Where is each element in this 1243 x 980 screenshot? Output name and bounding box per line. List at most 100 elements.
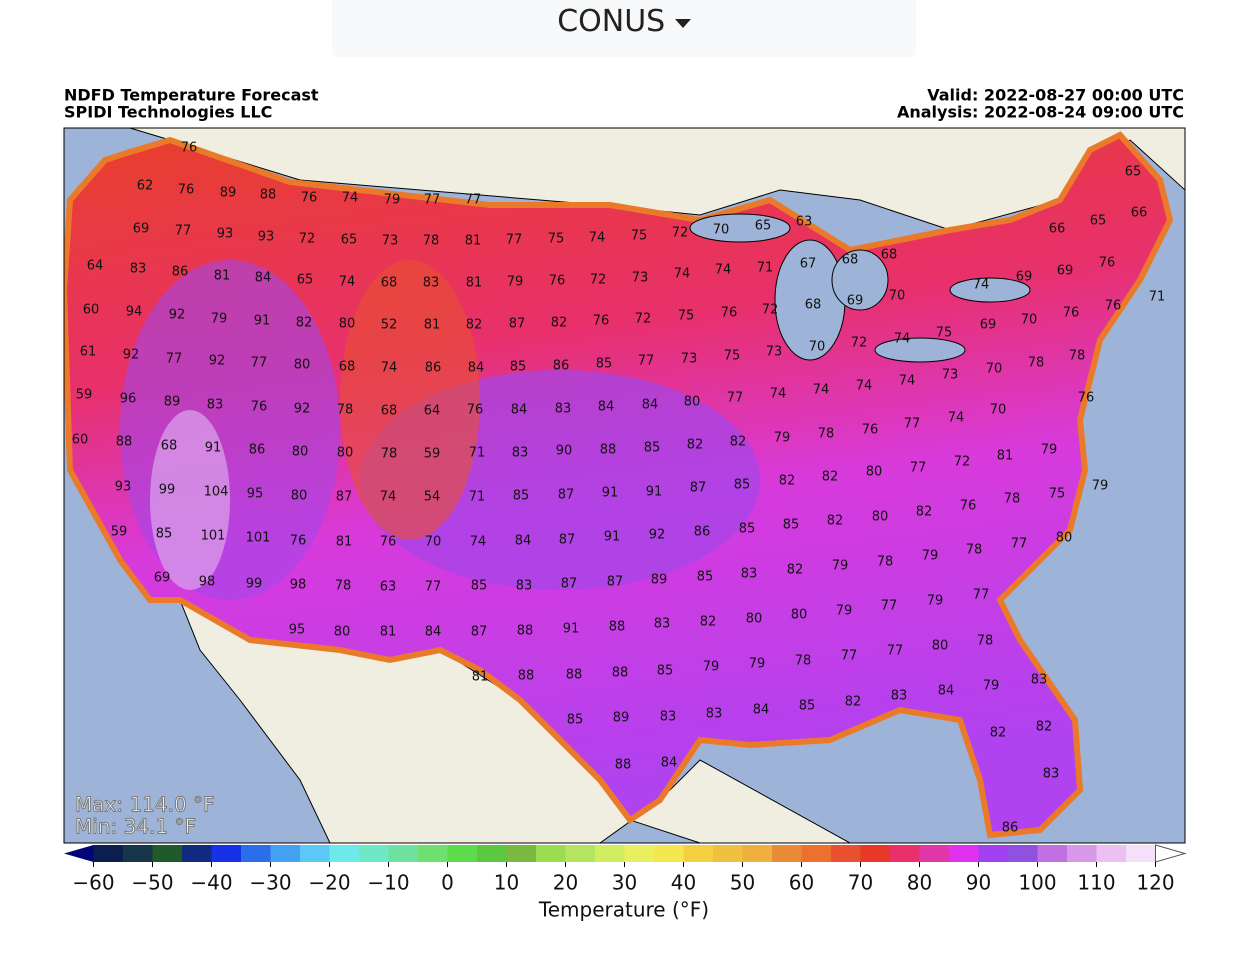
station-value: 79 [832,559,849,574]
station-value: 82 [1036,720,1053,735]
caret[interactable] [674,17,691,29]
station-value: 74 [674,267,691,282]
colorbar-bin [1037,845,1068,862]
station-value: 85 [657,664,674,679]
station-value: 69 [847,294,864,309]
station-value: 99 [159,483,176,498]
station-value: 76 [467,403,484,418]
extremes: Max: 114.0 °F Min: 34.1 °F [75,792,216,839]
station-value: 91 [602,486,619,501]
colorbar-bin [447,845,478,862]
colorbar-bin [978,845,1009,862]
dropdown-label[interactable]: CONUS [332,4,916,39]
station-value: 94 [126,305,143,320]
station-value: 78 [977,634,994,649]
station-value: 77 [638,354,655,369]
station-value: 98 [199,575,216,590]
station-value: 76 [593,314,610,329]
station-value: 74 [715,263,732,278]
station-value: 92 [209,354,226,369]
station-value: 70 [986,362,1003,377]
station-value: 85 [799,699,816,714]
station-value: 74 [899,374,916,389]
station-value: 74 [589,231,606,246]
station-value: 76 [301,191,318,206]
station-value: 78 [877,555,894,570]
map-frame [63,127,1186,844]
hot-zone [150,410,230,590]
station-value: 84 [425,625,442,640]
station-value: 73 [632,271,649,286]
station-value: 75 [548,232,565,247]
station-value: 87 [471,625,488,640]
station-value: 87 [561,577,578,592]
station-value: 54 [424,490,441,505]
station-value: 82 [730,435,747,450]
colorbar-bin [624,845,655,862]
colorbar-bin [241,845,271,862]
station-value: 70 [889,289,906,304]
station-value: 84 [511,403,528,418]
colorbar-bin [182,845,212,862]
station-value: 86 [1002,821,1019,836]
colorbar-bin [654,845,684,862]
station-value: 80 [932,639,949,654]
station-value: 75 [631,229,648,244]
station-value: 75 [724,349,741,364]
colorbar-bin [595,845,625,862]
station-value: 83 [1031,673,1048,688]
colorbar-bin [801,845,832,862]
colorbar-bin [949,845,979,862]
station-value: 89 [651,573,668,588]
colorbar-bin [506,845,537,862]
colorbar-label: Temperature (°F) [538,898,709,922]
station-value: 78 [337,403,354,418]
station-value: 80 [684,395,701,410]
station-value: 92 [294,402,311,417]
station-value: 88 [518,669,535,684]
station-value: 72 [954,455,971,470]
station-value: 80 [334,625,351,640]
station-value: 77 [904,417,921,432]
station-value: 82 [296,316,313,331]
station-value: 83 [706,707,723,722]
station-value: 85 [156,527,173,542]
colorbar-tick-label: 10 [494,871,519,895]
station-value: 84 [468,361,485,376]
station-value: 77 [424,193,441,208]
station-value: 59 [111,525,128,540]
station-value: 80 [291,489,308,504]
station-value: 73 [382,234,399,249]
colorbar-tick-label: 100 [1018,871,1056,895]
station-value: 74 [856,379,873,394]
station-value: 62 [137,179,154,194]
station-value: 76 [181,141,198,156]
station-value: 89 [220,186,237,201]
station-value: 86 [172,265,189,280]
region-dropdown[interactable]: CONUS [332,0,916,57]
station-value: 77 [251,356,268,371]
station-value: 87 [607,575,624,590]
station-value: 52 [381,318,398,333]
station-value: 84 [642,398,659,413]
station-value: 67 [800,257,817,272]
dropdown-text[interactable]: CONUS [557,4,666,39]
station-value: 65 [1125,165,1142,180]
station-value: 79 [983,679,1000,694]
colorbar-bin [860,845,891,862]
station-value: 77 [881,599,898,614]
lake [949,277,1031,303]
station-value: 87 [558,488,575,503]
station-value: 66 [1049,222,1066,237]
station-value: 83 [207,398,224,413]
station-value: 69 [1016,270,1033,285]
station-value: 75 [1049,487,1066,502]
station-value: 88 [260,188,277,203]
station-value: 88 [609,620,626,635]
station-value: 79 [749,657,766,672]
station-value: 83 [1043,767,1060,782]
station-value: 70 [809,340,826,355]
station-value: 71 [757,261,774,276]
station-value: 74 [770,387,787,402]
